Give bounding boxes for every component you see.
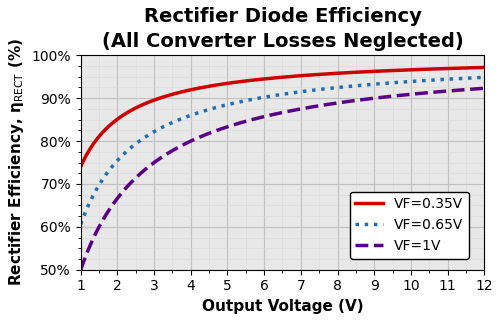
- VF=0.35V: [472, 66, 478, 70]
- VF=0.65V: [78, 222, 84, 226]
- VF=0.35V: [272, 76, 278, 80]
- Y-axis label: Rectifier Efficiency, η$_{\mathrm{RECT}}$ (%): Rectifier Efficiency, η$_{\mathrm{RECT}}…: [7, 39, 26, 286]
- VF=0.35V: [78, 165, 84, 169]
- VF=0.65V: [296, 90, 302, 94]
- VF=1V: [272, 112, 278, 116]
- VF=0.65V: [270, 94, 276, 98]
- VF=0.65V: [408, 80, 414, 83]
- Title: Rectifier Diode Efficiency
(All Converter Losses Neglected): Rectifier Diode Efficiency (All Converte…: [102, 7, 464, 51]
- VF=0.65V: [472, 76, 478, 80]
- VF=1V: [318, 104, 324, 108]
- VF=0.35V: [270, 76, 276, 80]
- VF=0.65V: [272, 93, 278, 97]
- VF=1V: [481, 86, 487, 90]
- VF=0.65V: [481, 75, 487, 79]
- Line: VF=0.35V: VF=0.35V: [80, 67, 484, 167]
- VF=1V: [78, 268, 84, 272]
- Line: VF=1V: VF=1V: [80, 88, 484, 270]
- Legend: VF=0.35V, VF=0.65V, VF=1V: VF=0.35V, VF=0.65V, VF=1V: [350, 192, 469, 258]
- VF=1V: [472, 87, 478, 91]
- VF=1V: [296, 107, 302, 111]
- VF=0.35V: [318, 72, 324, 76]
- VF=1V: [408, 92, 414, 96]
- VF=0.35V: [481, 65, 487, 69]
- VF=0.35V: [296, 74, 302, 78]
- VF=0.35V: [408, 68, 414, 72]
- VF=0.65V: [318, 87, 324, 91]
- VF=1V: [270, 113, 276, 117]
- X-axis label: Output Voltage (V): Output Voltage (V): [202, 299, 364, 314]
- Line: VF=0.65V: VF=0.65V: [80, 77, 484, 224]
